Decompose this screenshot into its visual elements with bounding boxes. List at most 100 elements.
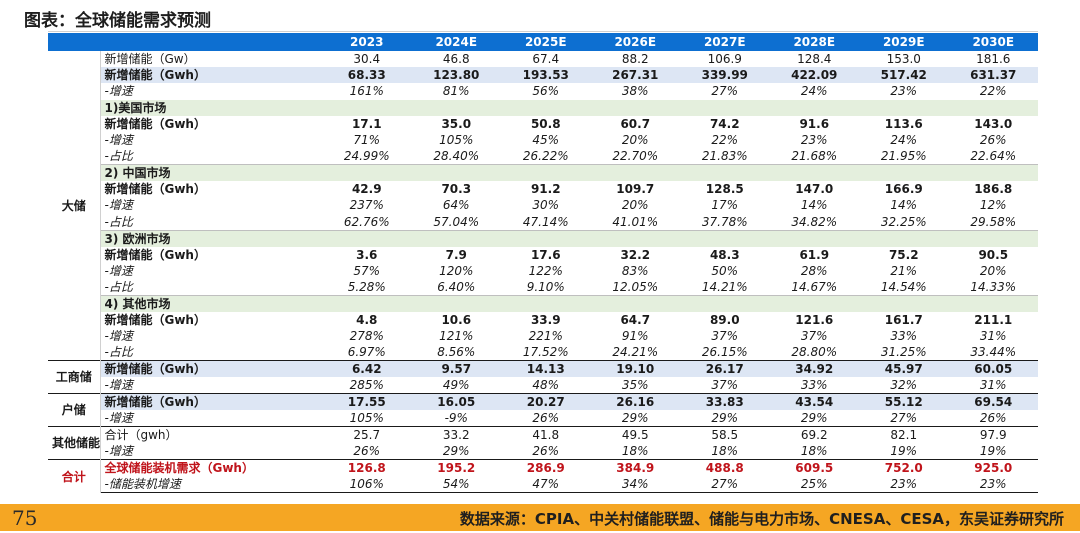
value-cell: 18%	[621, 444, 649, 459]
value-cell: 14.33%	[948, 278, 1038, 296]
header-blank-cell	[48, 33, 100, 51]
value-cell: 20%	[621, 198, 649, 213]
value-cell: 69.2	[769, 426, 859, 444]
value-cell: 23%	[948, 476, 1038, 494]
value-cell: 27%	[890, 411, 918, 426]
row-label: 新增储能（Gwh）	[100, 67, 322, 84]
table-row: -增速 278% 121% 221% 91% 37% 37% 33% 31%	[48, 328, 1038, 344]
value-cell: 88.2	[621, 52, 649, 67]
segment-label: 合计	[48, 459, 101, 493]
value-cell: 121%	[439, 329, 474, 344]
value-cell: 267.31	[590, 67, 680, 84]
value-cell: 4.8	[356, 312, 378, 327]
section-fill	[322, 295, 1038, 312]
value-cell: 91.2	[530, 182, 561, 197]
value-cell: 286.9	[501, 459, 591, 477]
value-cell: 384.9	[590, 459, 680, 477]
value-cell: 22%	[979, 84, 1007, 99]
value-cell: 33.83	[680, 393, 770, 411]
value-cell: 181.6	[976, 52, 1011, 67]
value-cell: 31%	[979, 329, 1007, 344]
value-cell: 34.82%	[769, 213, 859, 231]
row-label: -增速	[104, 411, 133, 426]
value-cell: 33.9	[530, 312, 561, 327]
section-label: 1)美国市场	[100, 99, 322, 116]
value-cell: 75.2	[888, 247, 919, 262]
segment-label: 工商储	[48, 360, 101, 394]
value-cell: 47%	[501, 476, 591, 494]
row-label: 新增储能（Gw）	[104, 52, 196, 67]
value-cell: 26%	[532, 411, 560, 426]
value-cell: 91.6	[799, 116, 830, 131]
value-cell: 32.2	[620, 247, 651, 262]
value-cell: 83%	[621, 263, 649, 278]
value-cell: 5.28%	[322, 278, 412, 296]
value-cell: 97.9	[948, 426, 1038, 444]
value-cell: 17%	[711, 198, 739, 213]
value-cell: 91%	[621, 329, 649, 344]
value-cell: 50.8	[530, 116, 561, 131]
value-cell: 30.4	[353, 52, 381, 67]
value-cell: 37%	[800, 329, 828, 344]
row-label: -增速	[104, 84, 133, 99]
value-cell: 29%	[800, 411, 828, 426]
table-row: -增速 26% 29% 26% 18% 18% 18% 19% 19%	[48, 443, 1038, 460]
row-label: 新增储能（Gwh）	[104, 247, 206, 262]
row-label: -占比	[100, 213, 322, 231]
value-cell: 161.7	[884, 312, 923, 327]
table-row: 新增储能（Gwh） 68.33 123.80 193.53 267.31 339.99 42…	[48, 67, 1038, 84]
value-cell: 18%	[800, 444, 828, 459]
value-cell: 195.2	[411, 459, 501, 477]
value-cell: 6.40%	[411, 278, 501, 296]
value-cell: 20%	[621, 133, 649, 148]
value-cell: 17.6	[530, 247, 561, 262]
value-cell: 24.99%	[322, 148, 412, 166]
header-year-cell: 2030E	[948, 33, 1038, 51]
table-row: 新增储能（Gwh） 3.6 7.9 17.6 32.2 48.3 61.9 75.2 90.5	[48, 247, 1038, 263]
value-cell: 35%	[621, 378, 649, 393]
value-cell: 113.6	[884, 116, 923, 131]
table-row: -增速 71% 105% 45% 20% 22% 23% 24% 26%	[48, 132, 1038, 148]
value-cell: 22%	[711, 133, 739, 148]
value-cell: 14.13	[501, 360, 591, 378]
row-label: 全球储能装机需求（Gwh）	[100, 459, 322, 477]
value-cell: 109.7	[616, 182, 655, 197]
value-cell: 211.1	[974, 312, 1013, 327]
row-label: 新增储能（Gwh）	[100, 360, 322, 378]
value-cell: 23%	[890, 84, 918, 99]
value-cell: 6.97%	[347, 345, 386, 360]
value-cell: 37%	[711, 378, 739, 393]
value-cell: 45%	[532, 133, 560, 148]
value-cell: 339.99	[680, 67, 770, 84]
value-cell: 34%	[590, 476, 680, 494]
table-row: 合计 全球储能装机需求（Gwh） 126.8 195.2 286.9 384.9 488.8…	[48, 459, 1038, 493]
value-cell: 14.54%	[859, 278, 949, 296]
value-cell: 21.95%	[859, 148, 949, 166]
value-cell: 43.54	[769, 393, 859, 411]
value-cell: 123.80	[411, 67, 501, 84]
header-year-cell: 2023	[322, 33, 412, 51]
value-cell: 21%	[890, 263, 918, 278]
table-row: 4) 其他市场	[48, 295, 1038, 312]
value-cell: 89.0	[709, 312, 740, 327]
value-cell: 57%	[353, 263, 381, 278]
value-cell: 120%	[439, 263, 474, 278]
value-cell: 147.0	[795, 182, 834, 197]
header-year-cell: 2025E	[501, 33, 591, 51]
value-cell: 16.05	[411, 393, 501, 411]
value-cell: 105%	[439, 133, 474, 148]
value-cell: 18%	[711, 444, 739, 459]
row-label: -占比	[104, 345, 133, 360]
value-cell: 26.17	[680, 360, 770, 378]
value-cell: 41.8	[501, 426, 591, 444]
section-label: 4) 其他市场	[100, 295, 322, 312]
value-cell: 20%	[979, 263, 1007, 278]
value-cell: 285%	[349, 378, 384, 393]
value-cell: 517.42	[859, 67, 949, 84]
value-cell: 60.05	[948, 360, 1038, 378]
value-cell: 106.9	[707, 52, 742, 67]
value-cell: 221%	[528, 329, 563, 344]
value-cell: 14%	[890, 198, 918, 213]
value-cell: 30%	[532, 198, 560, 213]
value-cell: 57.04%	[411, 213, 501, 231]
